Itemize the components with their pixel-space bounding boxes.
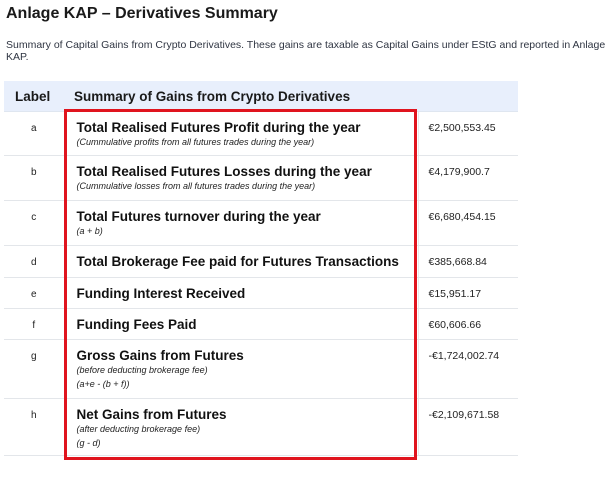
row-amount: €6,680,454.15	[418, 200, 518, 246]
table-row: h Net Gains from Futures (after deductin…	[4, 398, 518, 456]
row-amount: -€1,724,002.74	[418, 339, 518, 399]
row-title: Total Realised Futures Profit during the…	[76, 120, 361, 135]
row-title: Total Realised Futures Losses during the…	[76, 164, 372, 179]
table-row: a Total Realised Futures Profit during t…	[4, 111, 518, 156]
row-description: Total Brokerage Fee paid for Futures Tra…	[63, 245, 419, 278]
row-label: f	[4, 308, 64, 340]
row-description: Gross Gains from Futures (before deducti…	[63, 339, 419, 399]
table-row: c Total Futures turnover during the year…	[4, 200, 518, 246]
row-formula: (g - d)	[76, 438, 101, 448]
table-row: d Total Brokerage Fee paid for Futures T…	[4, 245, 518, 278]
derivatives-summary-table: Label Summary of Gains from Crypto Deriv…	[4, 81, 518, 456]
row-note: (Cummulative profits from all futures tr…	[76, 137, 315, 147]
row-amount: €385,668.84	[418, 245, 518, 278]
page-subtitle: Summary of Capital Gains from Crypto Der…	[6, 39, 606, 63]
row-label: h	[4, 398, 64, 456]
header-amount	[418, 81, 518, 112]
row-note: (Cummulative losses from all futures tra…	[76, 181, 316, 191]
row-amount: €60,606.66	[418, 308, 518, 340]
row-title: Funding Fees Paid	[76, 317, 197, 332]
table-row: b Total Realised Futures Losses during t…	[4, 155, 518, 201]
header-description: Summary of Gains from Crypto Derivatives	[64, 81, 418, 112]
row-note: (after deducting brokerage fee)	[76, 424, 201, 434]
row-title: Funding Interest Received	[76, 286, 246, 301]
row-label: c	[4, 200, 64, 246]
row-title: Gross Gains from Futures	[76, 348, 244, 363]
row-description: Funding Fees Paid	[63, 308, 419, 340]
page-title: Anlage KAP – Derivatives Summary	[6, 5, 278, 22]
row-amount: -€2,109,671.58	[418, 398, 518, 456]
table-row: e Funding Interest Received €15,951.17	[4, 277, 518, 309]
row-description: Total Futures turnover during the year (…	[63, 200, 419, 246]
row-amount: €2,500,553.45	[418, 111, 518, 156]
row-description: Total Realised Futures Profit during the…	[63, 111, 419, 156]
header-label: Label	[4, 81, 64, 112]
row-title: Total Brokerage Fee paid for Futures Tra…	[76, 254, 399, 269]
row-description: Total Realised Futures Losses during the…	[63, 155, 419, 201]
row-formula: (a+e - (b + f))	[76, 379, 130, 389]
row-title: Total Futures turnover during the year	[76, 209, 321, 224]
row-label: d	[4, 245, 64, 278]
row-label: b	[4, 155, 64, 201]
row-note: (a + b)	[76, 226, 103, 236]
row-description: Funding Interest Received	[63, 277, 419, 309]
row-description: Net Gains from Futures (after deducting …	[63, 398, 419, 456]
table-header-row: Label Summary of Gains from Crypto Deriv…	[4, 81, 518, 112]
row-amount: €4,179,900.7	[418, 155, 518, 201]
table-row: f Funding Fees Paid €60,606.66	[4, 308, 518, 340]
row-label: g	[4, 339, 64, 399]
row-note: (before deducting brokerage fee)	[76, 365, 208, 375]
table-row: g Gross Gains from Futures (before deduc…	[4, 339, 518, 399]
row-title: Net Gains from Futures	[76, 407, 227, 422]
row-label: a	[4, 111, 64, 156]
row-amount: €15,951.17	[418, 277, 518, 309]
row-label: e	[4, 277, 64, 309]
